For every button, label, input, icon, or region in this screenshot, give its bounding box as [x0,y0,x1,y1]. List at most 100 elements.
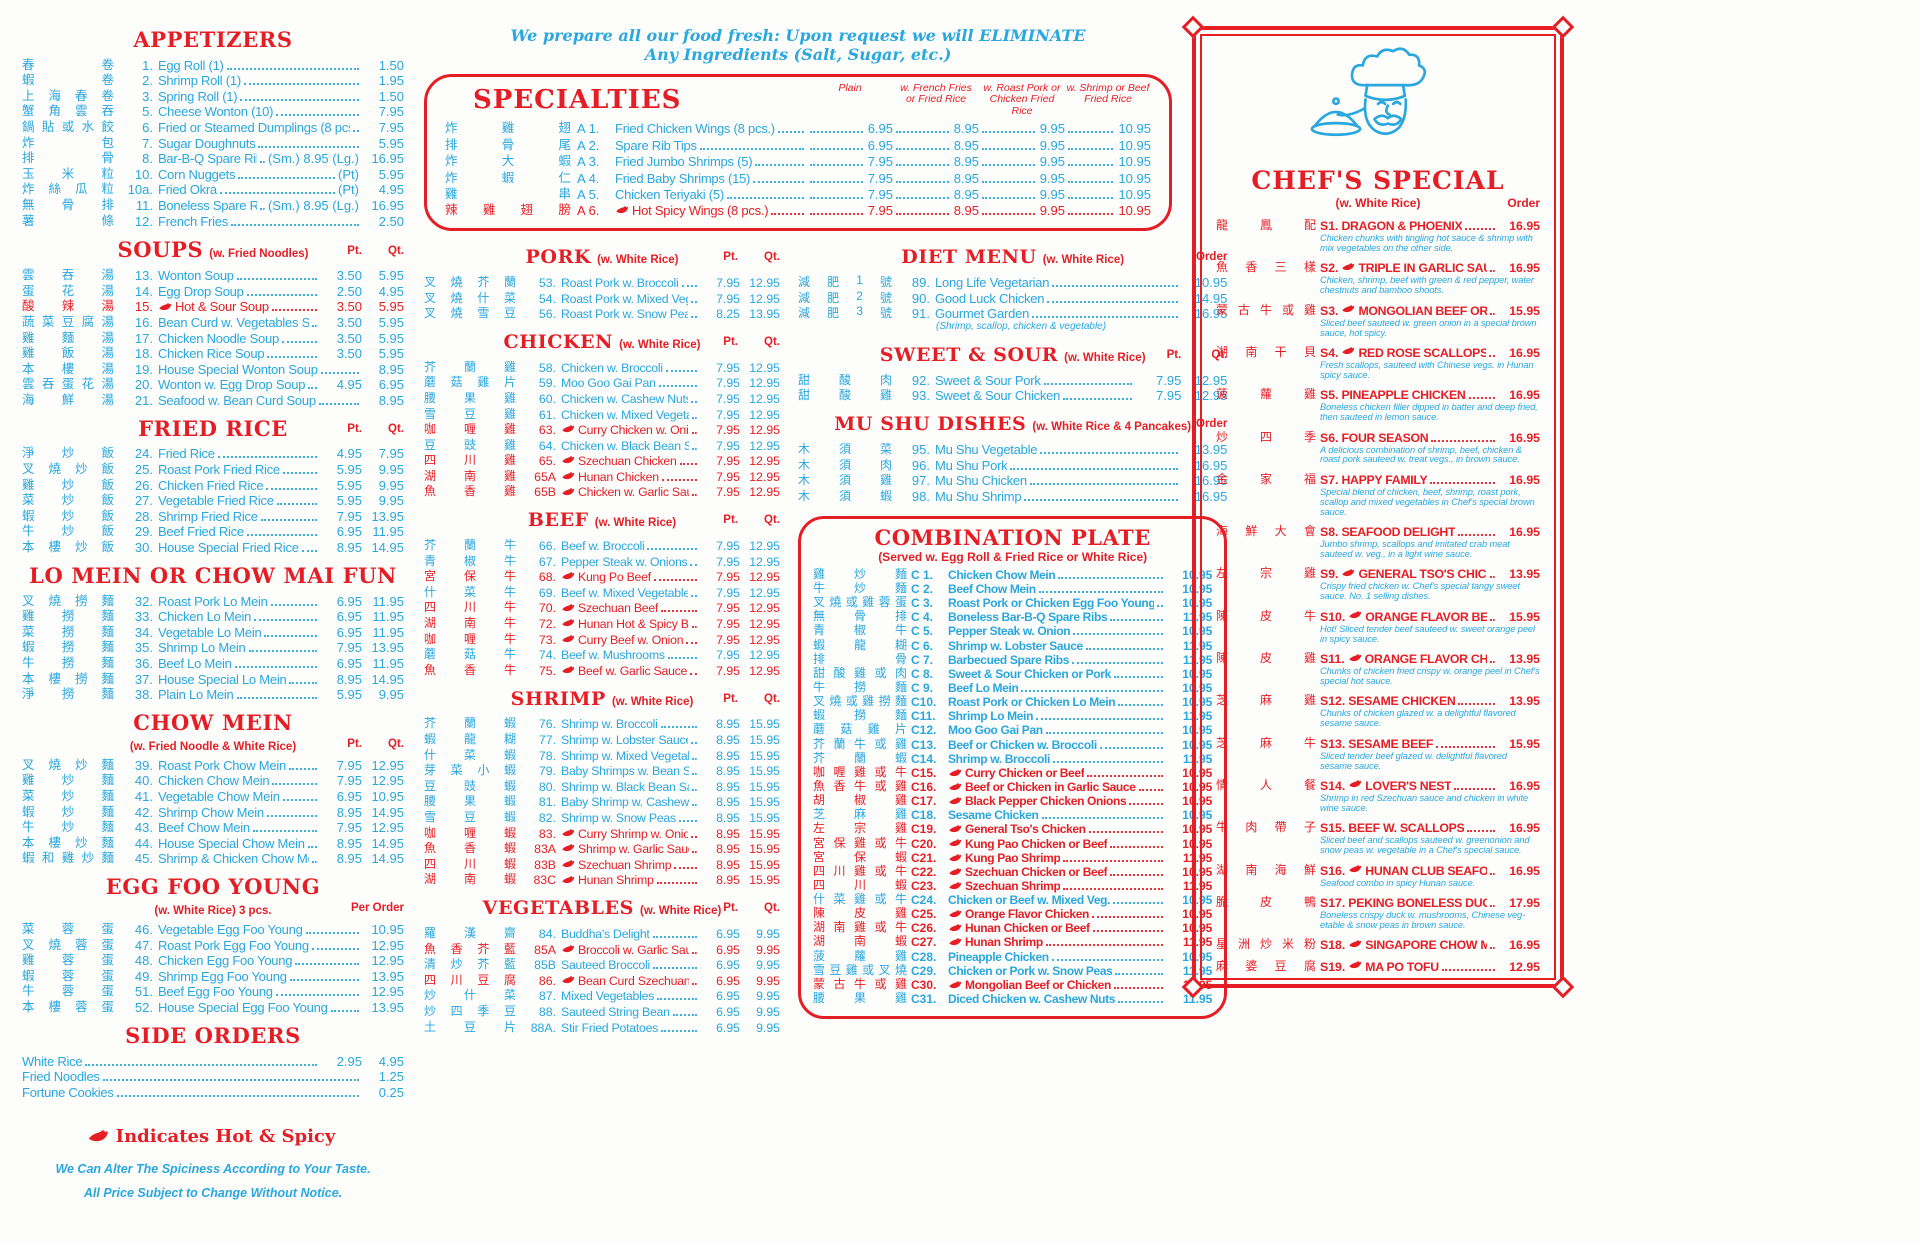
zh-char: 卷 [101,73,114,88]
item-price: 10.95 [1182,808,1213,823]
menu-section: SOUPS (w. Fried Noodles) Pt. Qt. 雲吞湯 13. Wonto… [22,237,404,408]
zh-char: 飯 [101,493,114,508]
zh-char: 宮 [813,835,826,850]
dot-leader [692,447,697,450]
zh-char: 宗 [853,821,866,836]
menu-section: SIDE ORDERS White Rice 2.95 4.95 Fried Noodl… [22,1023,404,1099]
zh-char: 骨 [853,609,866,624]
dot-leader [1468,397,1495,400]
item-name: FOUR SEASON [1341,430,1429,445]
item-price: 9.95 [756,942,780,957]
menu-section: CHICKEN (w. White Rice) Pt. Qt. 芥蘭雞 58. Chicke… [424,330,780,499]
zh-char: 蝦 [424,732,437,746]
zh-char: 保 [833,835,846,850]
zh-char: 豉 [463,437,476,452]
zh-char: 湖 [424,468,437,483]
middle-columns: PORK (w. White Rice) Pt. Qt. 叉燒芥蘭 53. Roast Po… [424,243,1228,1043]
dot-leader [259,207,265,210]
item-price: 9.95 [1039,170,1065,186]
zh-char: 炒 [74,835,88,850]
zh-char: 宗 [1259,566,1272,581]
zh-char: 土 [424,1019,437,1034]
item-price: 9.95 [756,958,780,973]
item-name: PINEAPPLE CHICKEN [1341,388,1466,403]
right-sections-container: DIET MENU (w. White Rice) Order 減肥 1 號 89. Long… [798,245,1227,503]
item-number: S13. [1320,736,1346,751]
chinese-name: 咖喱雞 [424,420,516,437]
zh-char: 湯 [101,283,114,298]
item-price: 6.95 [336,788,362,804]
left-sections-container: APPETIZERS 春卷 1. Egg Roll (1) 1.50 蝦卷 2. Shrimp… [22,28,404,1100]
zh-char: 雞 [879,473,892,488]
chinese-name: 雞麵湯 [22,327,114,346]
zh-char: 樣 [1303,260,1316,275]
menu-item-row: 叉燒炒麵 39. Roast Pork Chow Mein 7.95 12.95 [22,757,404,773]
item-price: 5.95 [378,268,404,284]
item-name: Fried Rice [158,446,215,462]
zh-char: 果 [463,794,476,809]
chinese-name: 雞飯湯 [22,342,114,361]
col-header-line: w. Shrimp or Beef [1066,81,1150,94]
zh-char: 川 [463,453,476,468]
item-description: Special blend of chicken, beef, shrimp, … [1320,486,1535,517]
zh-char: 卷 [101,88,114,103]
zh-char: 雞 [853,892,866,907]
item-price: 10.95 [1182,581,1213,596]
item-name: Sweet & Sour Chicken or Pork [948,666,1111,681]
zh-char: 叉 [813,694,826,709]
chinese-name: 金家福 [1216,470,1316,487]
menu-item-row: 炸絲瓜粒 10a. Fried Okra (Pt) 4.95 [22,182,404,197]
zh-char: 四 [424,600,437,615]
dot-leader [288,767,317,770]
chinese-name: 胡椒雞 [813,791,907,808]
item-price: 6.95 [336,609,362,625]
price-col-label: Pt. [1166,349,1182,362]
item-name: PEKING BONELESS DUCK [1348,896,1487,910]
spiciness-note: We Can Alter The Spiciness According to … [55,1161,371,1176]
zh-char: 麵 [101,624,114,639]
dot-leader [243,83,359,86]
zh-char: 蝦 [503,825,516,840]
menu-section: SHRIMP (w. White Rice) Pt. Qt. 芥蘭蝦 76. Shrimp … [424,687,780,888]
price-col-label: Pt. [347,738,362,751]
section-subtitle: (w. White Rice) [594,517,677,530]
zh-char: 骨 [61,197,75,212]
zh-char: 牛 [503,647,516,662]
item-name: Beef Lo Mein [158,656,232,671]
zh-char: 菜 [463,747,476,762]
zh-char: 四 [424,856,437,871]
chinese-name: 春卷 [22,54,114,73]
zh-char: 燒 [48,757,61,772]
item-name: Roast Pork or Chicken Egg Foo Young [948,596,1155,611]
zh-char: 豆 [463,1019,476,1034]
menu-item-row: 叉燒炒飯 25. Roast Pork Fried Rice 5.95 9.95 [22,461,404,477]
chinese-name: 蝦和雞炒麵 [22,847,114,866]
zh-char: 炸 [445,154,458,169]
menu-item-row: 雪豆蝦 82. Shrimp w. Snow Peas 8.95 15.95 [424,809,780,825]
zh-char: 南 [1245,344,1258,359]
dot-leader [266,487,317,490]
zh-char: 燒 [829,694,842,709]
chefs-special-subtitle: (w. White Rice) [1335,196,1421,210]
dot-leader [1041,817,1164,820]
item-number: S2. [1320,261,1339,276]
item-number: 41. [134,788,153,804]
item-description: Jumbo shrimp, scallops and imitated crab… [1320,539,1510,559]
zh-char: 麻 [1259,735,1272,750]
zh-char: 炒 [74,462,88,477]
dot-leader [691,626,697,629]
dot-leader [1068,164,1114,167]
zh-char: 雞 [61,851,75,866]
item-number: 77. [538,733,556,747]
zh-char: 燒 [894,962,907,977]
zh-char: 雞 [503,468,516,483]
zh-char: 樓 [61,361,75,376]
zh-char: 或 [874,736,887,751]
zh-char: 人 [1259,777,1272,792]
menu-item-row: 叉燒芥蘭 53. Roast Pork w. Broccoli 7.95 12.95 [424,274,780,290]
item-number: 87. [538,989,556,1004]
dot-leader [1157,605,1164,608]
item-price: 4.95 [336,446,362,462]
menu-item-row: 本樓撈麵 37. House Special Lo Mein 8.95 14.95 [22,671,404,687]
